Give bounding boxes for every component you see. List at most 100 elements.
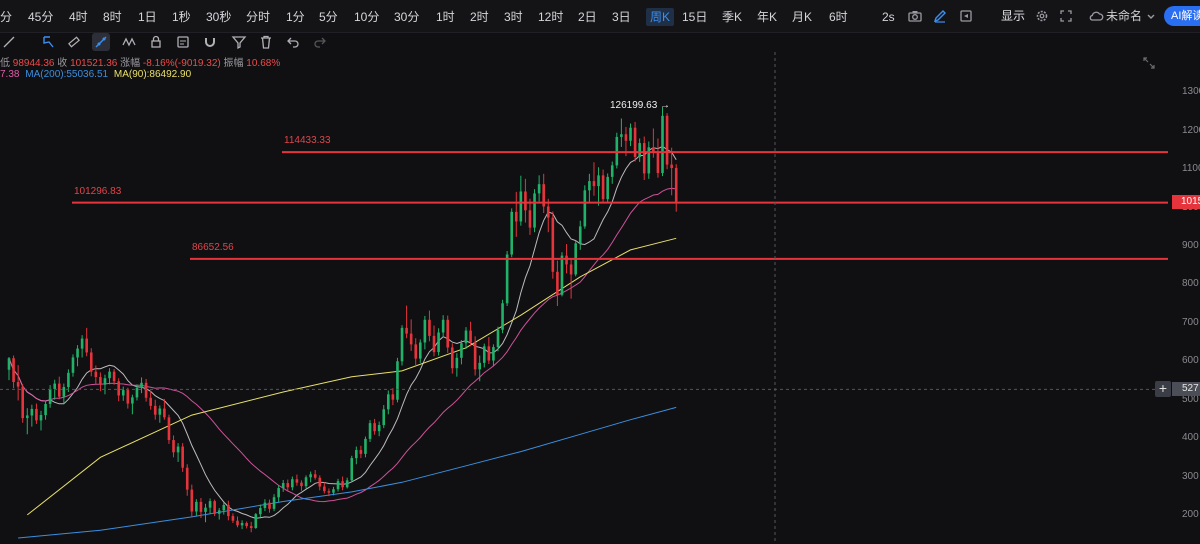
timeframe-5[interactable]: 1秒	[172, 10, 191, 24]
timeframe-20[interactable]: 季K	[722, 10, 743, 24]
timeframe-15[interactable]: 12时	[538, 10, 564, 24]
timeframe-12[interactable]: 1时	[436, 10, 455, 24]
candle-body	[359, 450, 363, 454]
candle	[533, 189, 536, 233]
candle	[368, 420, 372, 442]
candle-body	[163, 408, 166, 418]
timeframe-2[interactable]: 4时	[69, 10, 88, 24]
candle-body	[373, 423, 376, 432]
price-chart[interactable]	[0, 52, 1168, 544]
candle	[222, 502, 226, 515]
candle	[21, 384, 25, 423]
candle-body	[62, 387, 66, 397]
timeframe-17[interactable]: 3日	[612, 10, 631, 24]
candle-body	[505, 254, 509, 304]
expand-icon[interactable]	[1058, 8, 1074, 24]
candle	[350, 455, 354, 482]
candle-body	[652, 147, 655, 153]
timeframe-23[interactable]: 6时	[829, 10, 848, 24]
timeframe-24[interactable]: 2s	[882, 10, 895, 24]
candle-body	[85, 338, 88, 353]
candle-body	[391, 394, 395, 400]
candle	[423, 315, 427, 350]
cursor-icon[interactable]	[40, 33, 58, 51]
candle	[482, 343, 486, 368]
candle-body	[560, 255, 564, 295]
timeframe-4[interactable]: 1日	[138, 10, 157, 24]
price-tick: 700	[1182, 316, 1199, 328]
timeframe-7[interactable]: 分时	[246, 10, 271, 24]
candle-body	[450, 347, 454, 369]
candle-body	[569, 264, 573, 275]
legend-low-label: 低	[0, 58, 10, 69]
candle-body	[656, 152, 660, 174]
ma-legend: 7.38 MA(200):55036.51 MA(90):86492.90	[0, 69, 191, 80]
timeframe-16[interactable]: 2日	[578, 10, 597, 24]
ai-analysis-button[interactable]: AI解读	[1164, 6, 1200, 26]
replay-icon[interactable]	[958, 8, 974, 24]
candle	[295, 474, 299, 486]
measure-icon[interactable]	[65, 33, 83, 51]
display-button[interactable]: 显示	[1001, 9, 1026, 23]
timeframe-18[interactable]: 周K	[646, 8, 675, 26]
price-tick: 900	[1182, 240, 1199, 252]
chevron-down-icon[interactable]	[1143, 8, 1159, 24]
layout-name[interactable]: 未命名	[1106, 9, 1143, 23]
ruler-icon[interactable]	[0, 33, 18, 51]
pattern-icon[interactable]	[120, 33, 138, 51]
candle-body	[99, 377, 102, 385]
timeframe-8[interactable]: 1分	[286, 10, 305, 24]
timeframe-22[interactable]: 月K	[792, 10, 813, 24]
candle-body	[601, 175, 605, 200]
candle	[44, 401, 47, 420]
pencil-icon[interactable]	[932, 8, 948, 24]
timeframe-6[interactable]: 30秒	[206, 10, 232, 24]
candle-body	[126, 390, 130, 404]
redo-icon[interactable]	[311, 33, 329, 51]
timeframe-3[interactable]: 8时	[103, 10, 122, 24]
timeframe-10[interactable]: 10分	[354, 10, 380, 24]
candle-body	[71, 357, 75, 373]
candle-body	[332, 489, 335, 493]
candle-body	[89, 352, 93, 372]
timeframe-1[interactable]: 45分	[28, 10, 54, 24]
timeframe-21[interactable]: 年K	[757, 10, 778, 24]
trend-line-icon[interactable]	[92, 33, 110, 51]
candle	[546, 198, 550, 233]
candle	[382, 405, 386, 429]
timeframe-0[interactable]: 分	[0, 10, 13, 24]
candle-body	[400, 327, 404, 362]
fullscreen-icon[interactable]	[1141, 55, 1157, 71]
timeframe-19[interactable]: 15日	[682, 10, 708, 24]
candle-body	[327, 491, 331, 493]
filter-icon[interactable]	[230, 33, 248, 51]
candle-body	[355, 450, 358, 459]
timeframe-11[interactable]: 30分	[394, 10, 420, 24]
candle	[236, 516, 239, 528]
undo-icon[interactable]	[284, 33, 302, 51]
timeframe-14[interactable]: 3时	[504, 10, 523, 24]
magnet-icon[interactable]	[201, 33, 219, 51]
cloud-icon[interactable]	[1088, 8, 1104, 24]
add-alert-button[interactable]: +	[1155, 381, 1171, 398]
candle	[387, 390, 390, 415]
trash-icon[interactable]	[257, 33, 275, 51]
candle-body	[661, 115, 664, 174]
legend-amplitude-value: 10.68%	[246, 58, 281, 69]
horizontal-lines[interactable]	[72, 151, 1168, 260]
candle	[583, 185, 587, 229]
candle-body	[259, 508, 262, 515]
candle-body	[167, 417, 171, 441]
timeframe-13[interactable]: 2时	[470, 10, 489, 24]
candle	[163, 398, 166, 420]
price-axis[interactable]: 1300120011001000900800700600500400300200	[1168, 52, 1200, 544]
candle-body	[382, 409, 386, 426]
candle	[656, 138, 660, 178]
gear-icon[interactable]	[1034, 8, 1050, 24]
lock-icon[interactable]	[147, 33, 165, 51]
camera-icon[interactable]	[907, 8, 923, 24]
timeframe-9[interactable]: 5分	[319, 10, 338, 24]
candle	[89, 348, 93, 377]
note-icon[interactable]	[174, 33, 192, 51]
candle-body	[633, 127, 637, 157]
